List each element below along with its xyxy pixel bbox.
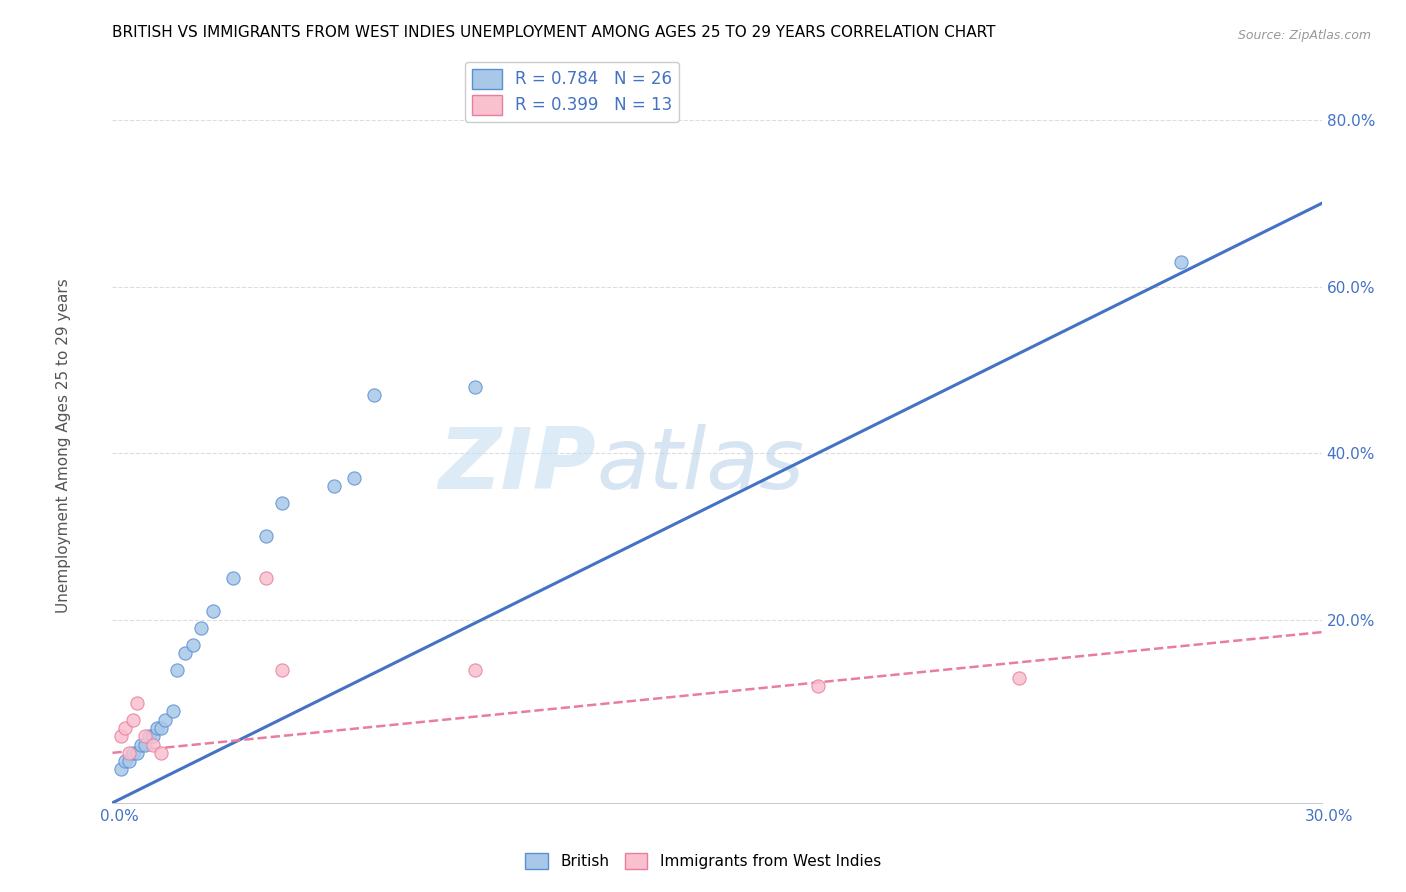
Point <box>117 746 139 760</box>
Point <box>166 663 188 677</box>
Point <box>807 679 830 693</box>
Point <box>110 763 132 777</box>
Point <box>134 738 156 752</box>
Text: 30.0%: 30.0% <box>1305 809 1353 823</box>
Point <box>174 646 197 660</box>
Point <box>114 754 136 768</box>
Point <box>254 571 277 585</box>
Point <box>142 729 165 743</box>
Point <box>323 479 346 493</box>
Point <box>162 704 184 718</box>
Point <box>146 721 169 735</box>
Point <box>138 729 160 743</box>
Point <box>202 604 225 618</box>
Point <box>254 529 277 543</box>
Point <box>464 663 486 677</box>
Text: atlas: atlas <box>596 424 804 508</box>
Text: BRITISH VS IMMIGRANTS FROM WEST INDIES UNEMPLOYMENT AMONG AGES 25 TO 29 YEARS CO: BRITISH VS IMMIGRANTS FROM WEST INDIES U… <box>112 25 995 40</box>
Point <box>181 638 204 652</box>
Point <box>270 496 292 510</box>
Point <box>125 696 148 710</box>
Point <box>190 621 212 635</box>
Point <box>343 471 366 485</box>
Point <box>134 729 156 743</box>
Point <box>149 746 172 760</box>
Point <box>129 738 152 752</box>
Point <box>464 379 486 393</box>
Text: 0.0%: 0.0% <box>100 809 139 823</box>
Text: Unemployment Among Ages 25 to 29 years: Unemployment Among Ages 25 to 29 years <box>56 278 70 614</box>
Point <box>149 721 172 735</box>
Point <box>363 388 385 402</box>
Point <box>121 746 143 760</box>
Point <box>114 721 136 735</box>
Legend: R = 0.784   N = 26, R = 0.399   N = 13: R = 0.784 N = 26, R = 0.399 N = 13 <box>465 62 679 121</box>
Point <box>125 746 148 760</box>
Point <box>110 729 132 743</box>
Point <box>1008 671 1031 685</box>
Point <box>270 663 292 677</box>
Point <box>222 571 245 585</box>
Text: ZIP: ZIP <box>439 424 596 508</box>
Point <box>117 754 139 768</box>
Text: Source: ZipAtlas.com: Source: ZipAtlas.com <box>1237 29 1371 42</box>
Point <box>121 713 143 727</box>
Legend: British, Immigrants from West Indies: British, Immigrants from West Indies <box>519 847 887 875</box>
Point <box>1170 254 1192 268</box>
Point <box>142 738 165 752</box>
Point <box>153 713 176 727</box>
